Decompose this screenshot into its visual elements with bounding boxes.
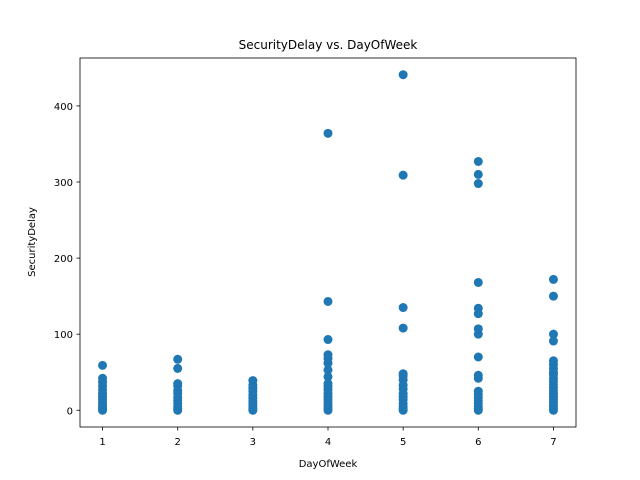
x-tick-label: 5 [400,437,406,448]
data-point [323,296,333,306]
data-point [473,179,483,189]
data-point [98,373,108,383]
data-point [473,370,483,380]
data-point [473,169,483,179]
y-tick-label: 400 [54,102,73,113]
data-point [473,386,483,396]
y-axis-ticks: 0 100 200 300 400 [54,102,80,417]
data-point [323,372,333,382]
data-point [398,70,408,80]
y-tick-label: 200 [54,254,73,265]
data-point [323,128,333,138]
chart-title: SecurityDelay vs. DayOfWeek [239,38,418,52]
data-point [473,156,483,166]
data-point [398,323,408,333]
data-point [323,335,333,345]
x-tick-label: 3 [250,437,256,448]
x-tick-label: 4 [325,437,331,448]
x-tick-label: 2 [175,437,181,448]
data-point [473,303,483,313]
data-point [548,274,558,284]
data-point [323,365,333,375]
data-point [98,360,108,370]
data-points [98,70,558,415]
x-axis-ticks: 1 2 3 4 5 6 7 [99,427,557,448]
data-point [473,277,483,287]
y-axis-title: SecurityDelay [27,207,38,277]
data-point [473,324,483,334]
x-axis-title: DayOfWeek [299,459,358,470]
data-point [473,352,483,362]
data-point [548,336,558,346]
data-point [398,170,408,180]
data-point [398,369,408,379]
data-point [173,379,183,389]
data-point [248,376,258,386]
x-tick-label: 7 [550,437,556,448]
data-point [173,354,183,364]
x-tick-label: 1 [99,437,105,448]
x-tick-label: 6 [475,437,481,448]
y-tick-label: 0 [67,406,73,417]
data-point [323,350,333,360]
y-tick-label: 100 [54,330,73,341]
data-point [173,363,183,373]
data-point [323,379,333,389]
data-point [398,303,408,313]
y-tick-label: 300 [54,178,73,189]
data-point [548,356,558,366]
data-point [548,291,558,301]
data-point [548,329,558,339]
